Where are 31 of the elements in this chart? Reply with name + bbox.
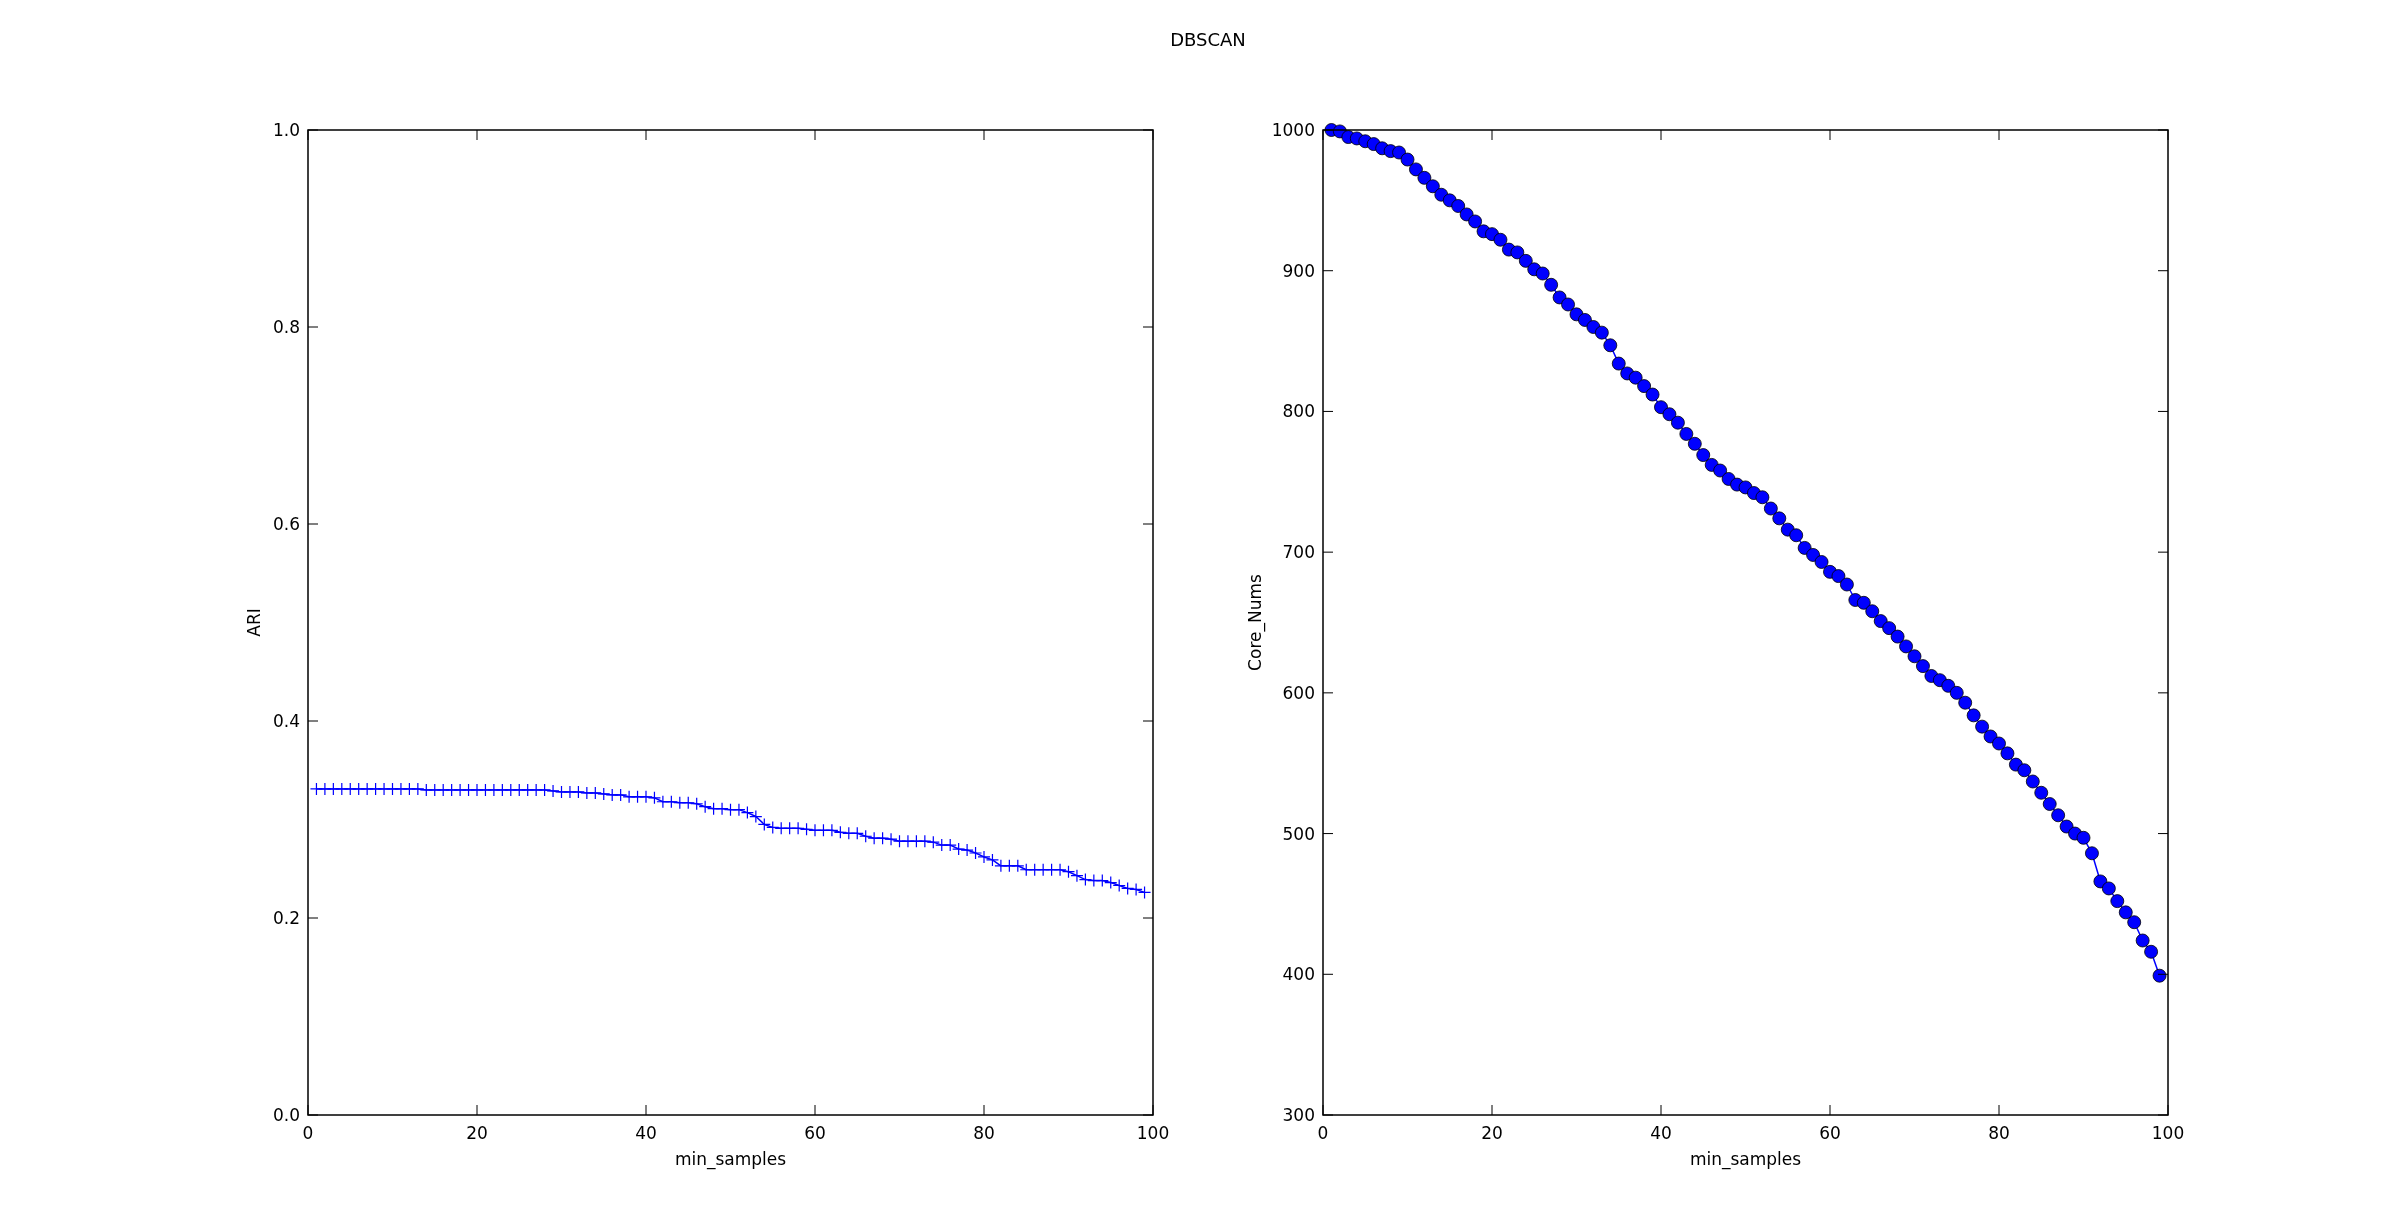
y-tick-label: 500 <box>1282 823 1315 844</box>
x-tick-label: 0 <box>1317 1123 1329 1143</box>
x-axis-title: min_samples <box>674 1149 787 1170</box>
y-tick-label: 300 <box>1282 1104 1315 1125</box>
y-tick-label: 0.0 <box>272 1104 300 1125</box>
x-tick-label: 40 <box>1650 1123 1672 1143</box>
y-tick-label: 800 <box>1282 401 1315 422</box>
x-axis-title: min_samples <box>1689 1149 1802 1170</box>
y-tick-label: 700 <box>1282 542 1315 563</box>
x-tick-label: 100 <box>2151 1123 2185 1143</box>
x-tick-label: 80 <box>1988 1123 2010 1143</box>
y-tick-label: 0.4 <box>272 710 300 731</box>
x-tick-label: 60 <box>1819 1123 1841 1143</box>
x-tick-label: 60 <box>804 1123 826 1143</box>
y-tick-label: 1.0 <box>272 119 300 140</box>
x-tick-label: 20 <box>1481 1123 1503 1143</box>
x-tick-label: 100 <box>1136 1123 1170 1143</box>
y-axis-title: Core_Nums <box>1245 573 1266 671</box>
y-tick-label: 0.6 <box>272 513 300 534</box>
y-tick-label: 600 <box>1282 682 1315 703</box>
y-tick-label: 0.8 <box>272 316 300 337</box>
x-tick-label: 80 <box>973 1123 995 1143</box>
y-tick-label: 0.2 <box>272 907 300 928</box>
y-tick-label: 1000 <box>1271 119 1315 140</box>
x-tick-label: 40 <box>635 1123 657 1143</box>
y-tick-label: 400 <box>1282 964 1315 985</box>
x-tick-label: 0 <box>302 1123 314 1143</box>
y-axis-title: ARI <box>244 608 264 637</box>
text: DBSCAN <box>1170 29 1246 50</box>
y-tick-label: 900 <box>1282 260 1315 281</box>
x-tick-label: 20 <box>466 1123 488 1143</box>
